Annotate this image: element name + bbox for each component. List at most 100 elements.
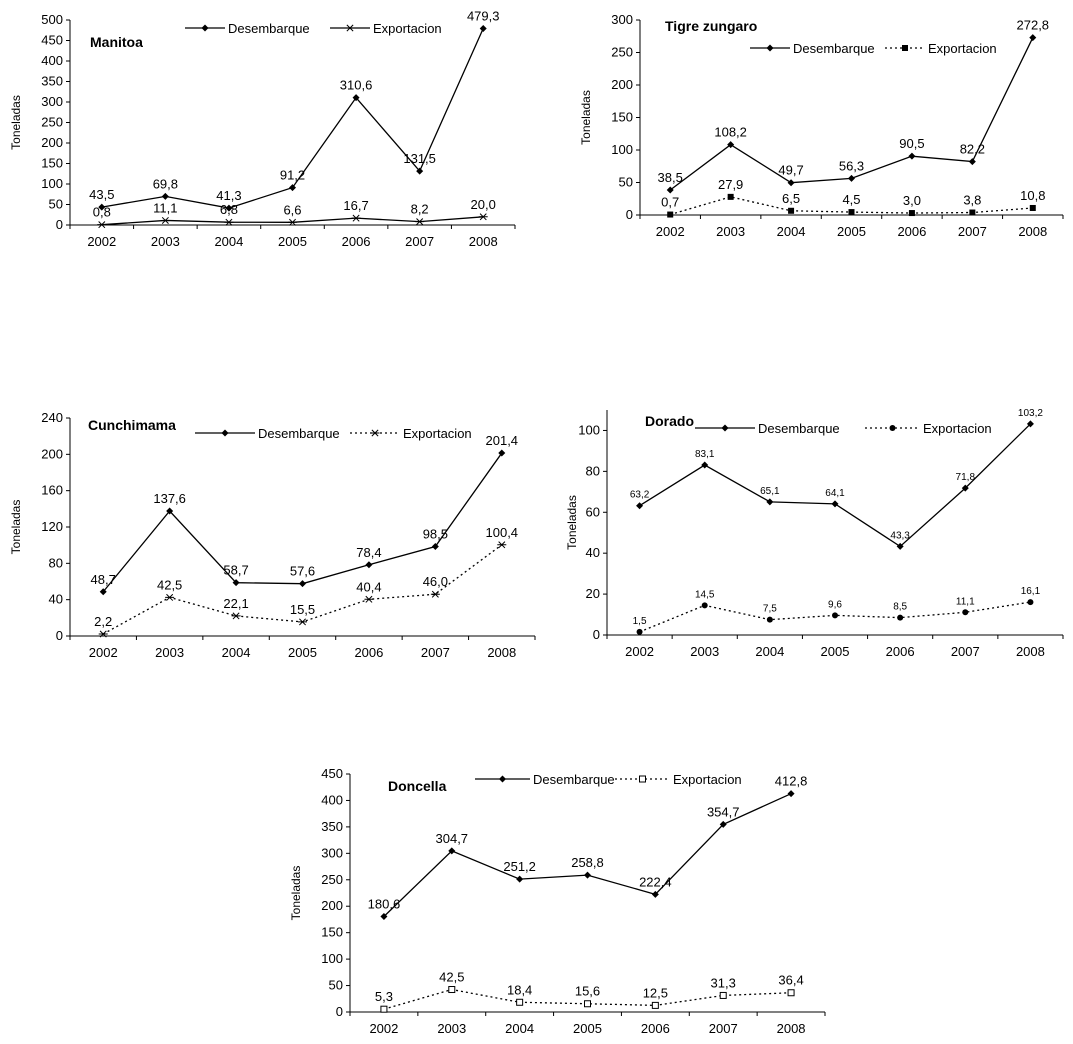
x-tick-label: 2006: [342, 234, 371, 249]
x-tick-label: 2005: [288, 645, 317, 660]
data-point: [448, 986, 456, 994]
data-label: 16,1: [1021, 586, 1041, 597]
data-point: [98, 630, 108, 638]
data-label: 310,6: [340, 78, 373, 93]
x-tick-label: 2006: [897, 224, 926, 239]
y-tick-label: 200: [41, 135, 63, 150]
data-point: [299, 580, 306, 588]
x-tick-label: 2002: [89, 645, 118, 660]
data-label: 83,1: [695, 449, 715, 460]
series-desembarque: 180,6 304,7 251,2 258,8 222,4 354,7 412,8: [368, 774, 807, 920]
data-label: 5,3: [375, 989, 393, 1004]
data-label: 180,6: [368, 896, 401, 911]
data-point: [479, 24, 487, 32]
legend-marker: [370, 429, 380, 437]
data-label: 20,0: [471, 197, 496, 212]
x-tick-label: 2005: [278, 234, 307, 249]
data-label: 354,7: [707, 804, 740, 819]
data-label: 57,6: [290, 564, 315, 579]
data-label: 40,4: [356, 579, 381, 594]
y-tick-label: 250: [41, 115, 63, 130]
chart-dorado: 0 20 40 60 80 100 2002 2003 2004 2005 2006 2007 2008…: [560, 400, 1073, 675]
x-tick-label: 2002: [87, 234, 116, 249]
series-desembarque: 43,5 69,8 41,3 91,2 310,6 131,5 479,3: [89, 8, 499, 212]
y-axis-label: Toneladas: [579, 90, 593, 145]
y-tick-label: 0: [56, 217, 63, 232]
legend-label: Desembarque: [758, 421, 840, 436]
data-point: [908, 210, 915, 217]
data-label: 16,7: [343, 198, 368, 213]
x-tick-label: 2002: [656, 224, 685, 239]
x-tick-label: 2007: [421, 645, 450, 660]
series-desembarque: 38,5 108,2 49,7 56,3 90,5 82,2 272,8: [658, 18, 1049, 194]
data-label: 27,9: [718, 177, 743, 192]
data-label: 131,5: [403, 151, 436, 166]
data-point: [897, 614, 904, 621]
x-tick-label: 2004: [214, 234, 243, 249]
series-line: [639, 423, 1031, 548]
data-point: [701, 602, 708, 609]
data-label: 10,8: [1020, 188, 1045, 203]
data-label: 108,2: [714, 125, 747, 140]
legend-item: Exportacion: [885, 41, 997, 56]
data-label: 1,5: [633, 616, 647, 627]
legend-label: Desembarque: [793, 41, 875, 56]
y-tick-label: 200: [611, 77, 633, 92]
legend-marker: [345, 24, 355, 32]
data-label: 78,4: [356, 545, 381, 560]
y-tick-label: 150: [611, 110, 633, 125]
data-point: [165, 593, 175, 601]
x-tick-label: 2002: [625, 644, 654, 659]
data-point: [97, 221, 107, 229]
data-label: 41,3: [216, 188, 241, 203]
data-label: 91,2: [280, 168, 305, 183]
data-label: 43,5: [89, 187, 114, 202]
y-tick-label: 300: [41, 94, 63, 109]
y-tick-label: 450: [41, 33, 63, 48]
data-point: [431, 543, 439, 551]
y-tick-label: 100: [578, 422, 600, 437]
series-exportacion: 2,2 42,5 22,1 15,5 40,4 46,0 100,4: [94, 525, 518, 638]
data-point: [1027, 599, 1034, 606]
x-tick-label: 2008: [777, 1021, 806, 1036]
y-tick-label: 50: [329, 978, 343, 993]
data-point: [584, 871, 591, 879]
x-tick-label: 2007: [951, 644, 980, 659]
legend-label: Desembarque: [258, 426, 340, 441]
legend-item: Exportacion: [350, 426, 472, 441]
data-label: 7,5: [763, 604, 777, 615]
legend-marker: [766, 44, 774, 52]
legend-marker: [201, 24, 209, 32]
data-label: 137,6: [153, 491, 186, 506]
data-label: 42,5: [157, 577, 182, 592]
y-tick-label: 80: [586, 463, 600, 478]
legend-item: Desembarque: [750, 41, 875, 56]
y-tick-label: 120: [41, 519, 63, 534]
data-label: 304,7: [436, 831, 469, 846]
data-point: [497, 541, 507, 549]
y-tick-label: 80: [49, 555, 63, 570]
data-label: 222,4: [639, 874, 672, 889]
data-point: [667, 211, 674, 218]
y-tick-label: 240: [41, 410, 63, 425]
data-label: 90,5: [899, 136, 924, 151]
data-label: 11,1: [956, 596, 975, 607]
data-label: 0,8: [93, 205, 111, 220]
x-tick-label: 2005: [821, 644, 850, 659]
y-tick-label: 50: [619, 175, 633, 190]
x-tick-label: 2007: [405, 234, 434, 249]
legend-marker: [639, 775, 646, 783]
x-tick-label: 2008: [1016, 644, 1045, 659]
x-tick-label: 2004: [777, 224, 806, 239]
series-exportacion: 0,8 11,1 6,8 6,6 16,7 8,2 20,0: [93, 197, 496, 229]
legend-item: Desembarque: [195, 426, 340, 441]
x-tick-label: 2007: [709, 1021, 738, 1036]
data-point: [651, 1001, 659, 1009]
data-point: [98, 203, 106, 211]
data-point: [962, 609, 969, 616]
chart-cunchimama-svg: 0 40 80 120 160 200 240 2002 2003 2004 2005 2006 200…: [9, 410, 536, 660]
data-label: 31,3: [711, 975, 736, 990]
data-label: 43,3: [890, 530, 910, 541]
data-point: [516, 875, 524, 883]
x-tick-label: 2003: [155, 645, 184, 660]
